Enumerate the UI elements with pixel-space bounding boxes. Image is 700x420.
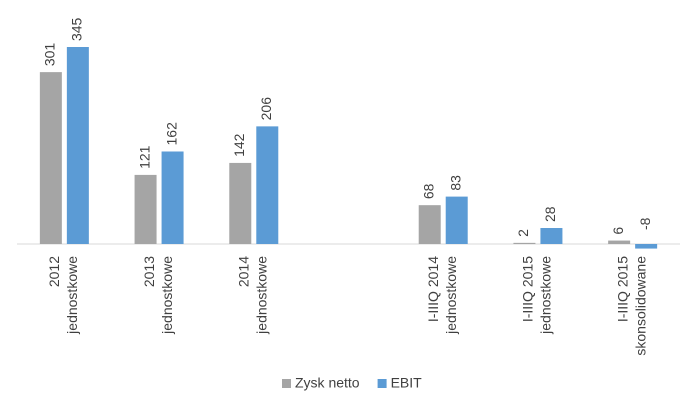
x-tick-label: jednostkowe xyxy=(64,256,80,335)
bar xyxy=(66,47,89,244)
bar xyxy=(39,72,62,244)
x-tick-label: 2012 xyxy=(46,256,62,287)
bar xyxy=(134,174,157,244)
legend-label: Zysk netto xyxy=(295,375,360,391)
value-label: 121 xyxy=(136,145,152,169)
x-tick-label: jednostkowe xyxy=(159,256,175,335)
legend-swatch xyxy=(282,379,291,388)
legend-swatch xyxy=(377,379,387,388)
x-tick-label: I-IIIQ 2015 xyxy=(614,256,630,322)
bar xyxy=(540,228,563,244)
value-label: 68 xyxy=(420,183,436,199)
x-tick-label: jednostkowe xyxy=(538,256,554,335)
value-label: 6 xyxy=(610,227,626,235)
x-tick-label: jednostkowe xyxy=(253,256,269,335)
value-label: 83 xyxy=(447,175,463,191)
bar xyxy=(161,151,184,244)
bar xyxy=(445,196,468,244)
x-tick-label: 2013 xyxy=(141,256,157,287)
bar xyxy=(256,126,279,244)
bar xyxy=(635,244,658,249)
value-label: 206 xyxy=(258,97,274,121)
x-tick-label: jednostkowe xyxy=(443,256,459,335)
value-label: 28 xyxy=(542,206,558,222)
bar xyxy=(418,205,441,244)
bar xyxy=(513,242,536,244)
x-tick-label: I-IIIQ 2015 xyxy=(520,256,536,322)
value-label: 301 xyxy=(42,43,58,67)
x-tick-label: I-IIIQ 2014 xyxy=(425,256,441,322)
bar xyxy=(229,162,252,244)
value-label: 162 xyxy=(163,122,179,146)
value-label: 142 xyxy=(231,133,247,157)
bar xyxy=(608,240,631,244)
x-tick-label: skonsolidowane xyxy=(632,256,648,356)
value-label: 2 xyxy=(515,229,531,237)
legend-label: EBIT xyxy=(391,375,423,391)
value-label: -8 xyxy=(637,217,653,230)
value-label: 345 xyxy=(69,17,85,41)
x-tick-label: 2014 xyxy=(235,256,251,287)
